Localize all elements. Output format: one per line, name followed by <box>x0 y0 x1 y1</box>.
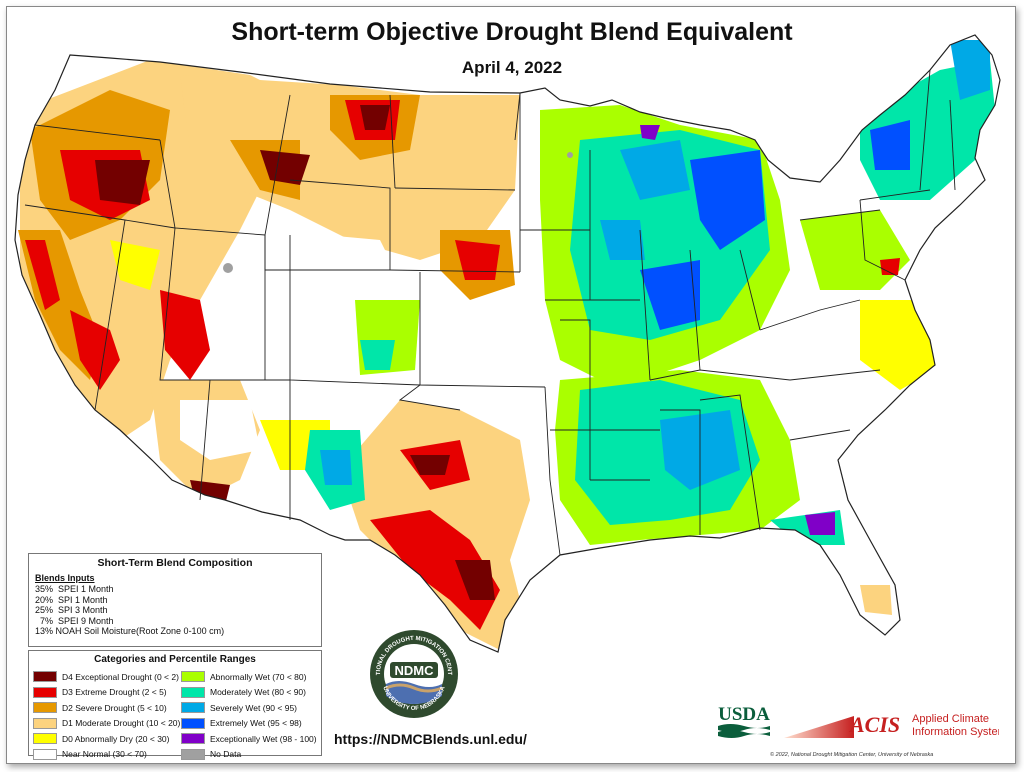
composition-heading: Short-Term Blend Composition <box>97 557 253 569</box>
inputs-heading: Blends Inputs <box>35 573 95 583</box>
blend-input: 35% SPEI 1 Month <box>35 584 114 594</box>
legend-swatch <box>181 717 205 729</box>
legend-column-wet: Abnormally Wet (70 < 80) Moderately Wet … <box>181 669 317 762</box>
legend-swatch <box>181 702 205 714</box>
blend-input: 13% NOAH Soil Moisture(Root Zone 0-100 c… <box>35 626 225 636</box>
legend-item: Moderately Wet (80 < 90) <box>181 685 317 701</box>
legend-item: D4 Exceptional Drought (0 < 2) <box>33 669 180 685</box>
legend-swatch <box>181 748 205 760</box>
legend-item: Near Normal (30 < 70) <box>33 747 180 763</box>
state-borders <box>14 34 1001 653</box>
acis-line2: Information System <box>912 726 999 738</box>
website-link[interactable]: https://NDMCBlends.unl.edu/ <box>334 731 527 747</box>
blend-input: 7% SPEI 9 Month <box>35 615 114 626</box>
usda-logo: USDA <box>718 704 770 738</box>
legend-item: D3 Extreme Drought (2 < 5) <box>33 685 180 701</box>
legend-swatch <box>33 717 57 729</box>
no-data-patch <box>567 152 573 158</box>
legend-swatch <box>33 748 57 760</box>
ndmc-logo-text: NDMC <box>395 663 435 678</box>
categories-legend: Categories and Percentile Ranges D4 Exce… <box>28 650 322 760</box>
blend-input: 20% SPI 1 Month <box>35 594 108 605</box>
usda-logo-text: USDA <box>718 704 770 725</box>
legend-swatch <box>181 671 205 683</box>
blend-input: 25% SPI 3 Month <box>35 605 108 615</box>
legend-item: D1 Moderate Drought (10 < 20) <box>33 716 180 732</box>
legend-swatch <box>33 671 57 683</box>
acis-line1: Applied Climate <box>912 713 989 725</box>
legend-item: Severely Wet (90 < 95) <box>181 700 317 716</box>
legend-item: Exceptionally Wet (98 - 100) <box>181 731 317 747</box>
blend-composition-box: Short-Term Blend Composition Blends Inpu… <box>28 553 322 647</box>
ndmc-logo: NDMC NATIONAL DROUGHT MITIGATION CENTER … <box>368 628 458 718</box>
map-title: Short-term Objective Drought Blend Equiv… <box>231 18 793 46</box>
legend-item: D2 Severe Drought (5 < 10) <box>33 700 180 716</box>
legend-item: Extremely Wet (95 < 98) <box>181 716 317 732</box>
acis-logo: ACIS Applied Climate Information System <box>784 712 999 738</box>
map-date: April 4, 2022 <box>461 58 563 77</box>
legend-swatch <box>33 686 57 698</box>
acis-logo-text: ACIS <box>848 712 900 737</box>
legend-swatch <box>181 686 205 698</box>
copyright-note: © 2022, National Drought Mitigation Cent… <box>770 752 934 758</box>
legend-swatch <box>33 702 57 714</box>
legend-item: D0 Abnormally Dry (20 < 30) <box>33 731 180 747</box>
legend-item: No Data <box>181 747 317 763</box>
categories-heading: Categories and Percentile Ranges <box>94 654 256 665</box>
legend-swatch <box>33 733 57 745</box>
legend-item: Abnormally Wet (70 < 80) <box>181 669 317 685</box>
legend-swatch <box>181 733 205 745</box>
legend-column-drought: D4 Exceptional Drought (0 < 2) D3 Extrem… <box>33 669 180 762</box>
no-data-patch <box>223 263 233 273</box>
